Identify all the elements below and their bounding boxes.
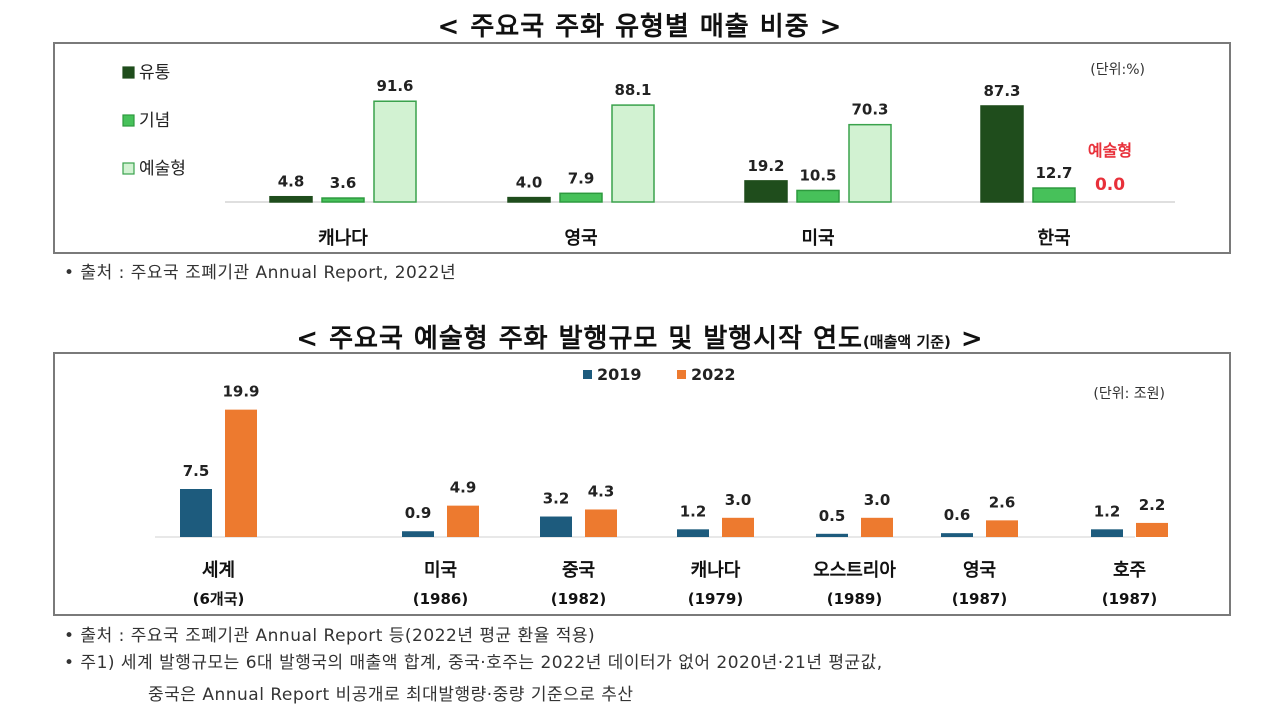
chart2-data-label: 1.2: [1094, 502, 1121, 520]
chart1-legend-label: 예술형: [139, 159, 186, 179]
chart2-panel: 7.5 19.9 세계 (6개국) 0.9 4.9 미국 (1986) 3.2 4.3 중국 (198…: [53, 352, 1231, 616]
chart2-source: • 출처 : 주요국 조폐기관 Annual Report 등(2022년 평균…: [64, 626, 596, 646]
chart1-category-label: 캐나다: [318, 228, 368, 249]
chart2-title: < 주요국 예술형 주화 발행규모 및 발행시작 연도(매출액 기준) >: [0, 318, 1280, 355]
chart1-data-label: 87.3: [983, 82, 1020, 100]
chart1-category-label: 영국: [564, 228, 597, 249]
chart2-data-label: 1.2: [680, 502, 707, 520]
chart2-data-label: 0.6: [944, 506, 971, 524]
chart2-bar: [180, 489, 212, 537]
chart2-category-label: 중국: [562, 560, 595, 581]
chart2-data-label: 0.9: [405, 504, 432, 522]
chart2-bar: [816, 533, 848, 537]
chart2-legend-label: 2019: [597, 365, 642, 384]
chart2-data-label: 19.9: [222, 383, 259, 401]
chart1-bar: [373, 100, 417, 203]
chart2-bar: [585, 509, 617, 537]
chart1-data-label: 70.3: [851, 101, 888, 119]
chart1-data-label: 88.1: [614, 81, 651, 99]
chart2-title-end: >: [950, 324, 984, 354]
chart2-data-label: 2.6: [989, 493, 1016, 511]
chart1-data-label: 91.6: [376, 77, 413, 95]
chart1-category-label: 한국: [1037, 228, 1070, 249]
chart2-unit: (단위: 조원): [1093, 386, 1165, 402]
chart1-data-label: 4.0: [516, 174, 543, 192]
chart1-data-label: 7.9: [568, 169, 595, 187]
chart1-bar: [848, 123, 892, 203]
chart1-legend-label: 유통: [139, 63, 170, 83]
chart2-data-label: 2.2: [1139, 496, 1166, 514]
chart2-category-sublabel: (1987): [952, 590, 1007, 608]
chart2-bar: [447, 505, 479, 537]
chart1-bar: [507, 196, 551, 203]
chart1-source: • 출처 : 주요국 조폐기관 Annual Report, 2022년: [64, 263, 457, 283]
chart2-legend-swatch: [677, 370, 686, 379]
chart1-data-label: 10.5: [799, 166, 836, 184]
chart1-bar: [559, 192, 603, 203]
chart1-data-label: 0.0: [1095, 175, 1125, 195]
chart2-category-label: 캐나다: [691, 560, 741, 581]
chart2-data-label: 3.0: [725, 491, 752, 509]
chart2-note-line1: • 주1) 세계 발행규모는 6대 발행국의 매출액 합계, 중국·호주는 20…: [64, 653, 883, 673]
chart2-category-label: 미국: [424, 560, 457, 581]
chart2-legend-swatch: [583, 370, 592, 379]
chart2-category-label: 호주: [1113, 560, 1146, 581]
chart2-data-label: 7.5: [183, 462, 210, 480]
chart1-data-label: 19.2: [747, 157, 784, 175]
chart2-bar: [1091, 529, 1123, 537]
chart2-data-label: 4.9: [450, 479, 477, 497]
chart2-data-label: 0.5: [819, 507, 846, 525]
chart2-category-label: 영국: [963, 560, 996, 581]
chart1-bar: [796, 189, 840, 203]
chart2-category-sublabel: (1989): [827, 590, 882, 608]
chart2-category-sublabel: (6개국): [193, 590, 245, 608]
chart2-bar: [941, 533, 973, 537]
chart2-bar: [540, 516, 572, 537]
chart2-data-label: 3.0: [864, 491, 891, 509]
chart1-legend-swatch: [122, 114, 135, 127]
chart1-bar: [980, 105, 1024, 203]
chart2-note-line2: 중국은 Annual Report 비공개로 최대발행량·중량 기준으로 추산: [148, 685, 634, 705]
chart2-bar: [1136, 522, 1168, 537]
chart1-legend-swatch: [122, 162, 135, 175]
chart2-category-sublabel: (1982): [551, 590, 606, 608]
chart2-legend-label: 2022: [691, 365, 736, 384]
chart1-category-label: 미국: [801, 228, 834, 249]
chart1-bar: [1032, 187, 1076, 203]
chart2-bar: [861, 517, 893, 537]
chart2-category-sublabel: (1986): [413, 590, 468, 608]
chart1-data-label: 3.6: [330, 174, 357, 192]
chart2-bar: [225, 409, 257, 537]
chart1-bar: [611, 104, 655, 203]
chart1-legend-label: 기념: [139, 111, 170, 131]
chart1-svg: 4.8 3.6 91.6 캐나다 4.0 7.9 88.1 영국 19.2 10.5 70.3 미국 8…: [122, 62, 1175, 249]
chart1-data-label: 12.7: [1035, 164, 1072, 182]
chart2-data-label: 4.3: [588, 482, 615, 500]
chart2-category-sublabel: (1979): [688, 590, 743, 608]
chart2-category-label: 오스트리아: [813, 560, 896, 581]
chart2-category-sublabel: (1987): [1102, 590, 1157, 608]
chart1-bar: [321, 197, 365, 203]
chart2-bar: [677, 529, 709, 537]
chart1-bar: [744, 180, 788, 203]
chart1-unit: (단위:%): [1090, 62, 1145, 78]
chart2-title-small: (매출액 기준): [862, 333, 951, 351]
chart1-panel: 4.8 3.6 91.6 캐나다 4.0 7.9 88.1 영국 19.2 10.5 70.3 미국 8…: [53, 42, 1231, 254]
chart2-category-label: 세계: [202, 560, 235, 581]
chart2-bar: [402, 531, 434, 537]
chart2-bar: [986, 520, 1018, 537]
chart2-title-main: < 주요국 예술형 주화 발행규모 및 발행시작 연도: [296, 324, 863, 354]
chart1-title: < 주요국 주화 유형별 매출 비중 >: [437, 12, 843, 42]
chart1-data-label: 4.8: [278, 173, 305, 191]
chart2-data-label: 3.2: [543, 490, 570, 508]
chart2-bar: [722, 517, 754, 537]
chart1-bar: [269, 195, 313, 203]
chart1-legend-swatch: [122, 66, 135, 79]
chart1-data-label: 예술형: [1088, 141, 1132, 160]
chart2-svg: 7.5 19.9 세계 (6개국) 0.9 4.9 미국 (1986) 3.2 4.3 중국 (198…: [155, 365, 1168, 608]
